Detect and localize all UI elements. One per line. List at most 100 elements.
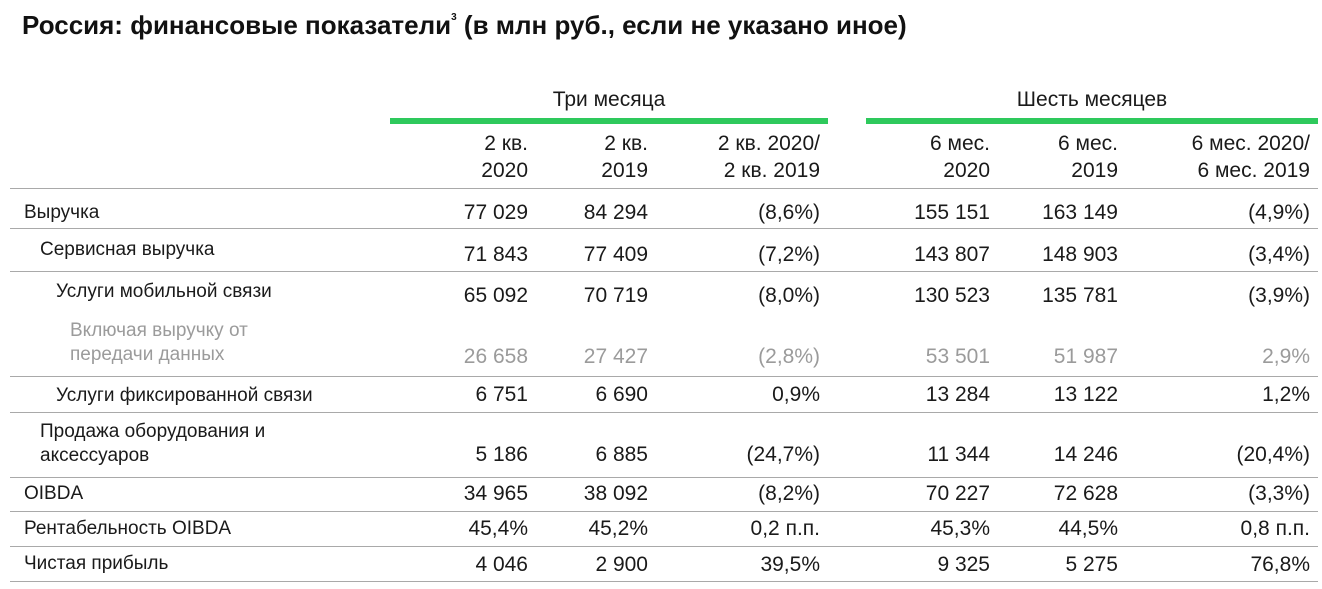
table-cell: 77 029	[463, 201, 528, 224]
column-header-line1: 6 мес.	[1058, 132, 1118, 155]
table-cell: 130 523	[914, 284, 990, 307]
table-row: Сервисная выручка 71 843 77 409 (7,2%) 143 8…	[10, 229, 1318, 272]
column-header: 6 мес. 2020	[830, 130, 990, 184]
group-bar-three-months	[390, 118, 828, 124]
column-header: 6 мес. 2019	[968, 130, 1118, 184]
table-cell: 26 658	[463, 345, 528, 368]
page-title: Россия: финансовые показатели3 (в млн ру…	[22, 10, 907, 41]
table-cell: 6 690	[595, 383, 648, 406]
table-cell: (8,0%)	[758, 284, 820, 307]
table-cell: 163 149	[1042, 201, 1118, 224]
table-cell: 45,2%	[588, 517, 648, 540]
row-label-line1: Рентабельность OIBDA	[24, 518, 232, 539]
row-label-line1: Сервисная выручка	[40, 239, 215, 260]
row-label-line1: OIBDA	[24, 483, 84, 504]
table-cell: 45,3%	[930, 517, 990, 540]
table-row: Выручка 77 029 84 294 (8,6%) 155 151 163 149 (…	[10, 189, 1318, 229]
column-header-line2: 2019	[601, 159, 648, 182]
row-label: Продажа оборудования и аксессуаров	[40, 420, 265, 468]
table-cell: 70 719	[583, 284, 648, 307]
table-row: Услуги фиксированной связи 6 751 6 690 0,9%…	[10, 377, 1318, 413]
column-header-line2: 2020	[943, 159, 990, 182]
group-label-six-months: Шесть месяцев	[1016, 88, 1168, 111]
table-cell: 77 409	[583, 243, 648, 266]
column-header-line2: 2019	[1071, 159, 1118, 182]
table-cell: 143 807	[914, 243, 990, 266]
table-cell: 11 344	[927, 443, 990, 466]
table-cell: 4 046	[475, 553, 528, 576]
table-cell: (3,9%)	[1248, 284, 1310, 307]
row-divider	[10, 477, 1318, 478]
table-cell: 6 885	[595, 443, 648, 466]
title-footnote-marker: 3	[451, 12, 457, 23]
table-row: Чистая прибыль 4 046 2 900 39,5% 9 325 5 275 7…	[10, 547, 1318, 582]
table-cell: 148 903	[1042, 243, 1118, 266]
table-cell: 27 427	[583, 345, 648, 368]
table-row: Включая выручку от передачи данных 26 658 2…	[10, 310, 1318, 377]
table-cell: 45,4%	[468, 517, 528, 540]
title-suffix: (в млн руб., если не указано иное)	[456, 10, 907, 40]
table-cell: 13 284	[925, 383, 990, 406]
table-cell: 44,5%	[1058, 517, 1118, 540]
row-label: OIBDA	[24, 482, 83, 506]
column-header-line1: 2 кв. 2020/	[717, 132, 820, 155]
row-label: Чистая прибыль	[24, 552, 168, 576]
row-label: Сервисная выручка	[40, 238, 215, 262]
row-divider	[10, 412, 1318, 413]
table-cell: 5 186	[475, 443, 528, 466]
column-header-line2: 6 мес. 2019	[1197, 159, 1310, 182]
table-cell: (20,4%)	[1236, 443, 1310, 466]
table-cell: 38 092	[583, 482, 648, 505]
table-cell: (8,6%)	[758, 201, 820, 224]
table-cell: 72 628	[1053, 482, 1118, 505]
table-cell: 34 965	[463, 482, 528, 505]
row-divider	[10, 271, 1318, 272]
table-cell: 51 987	[1053, 345, 1118, 368]
table-row: OIBDA 34 965 38 092 (8,2%) 70 227 72 628 (3,3%…	[10, 478, 1318, 512]
column-header-line1: 2 кв.	[604, 132, 648, 155]
row-label-line1: Включая выручку от	[70, 320, 248, 341]
table-cell: 6 751	[475, 383, 528, 406]
table-cell: 0,9%	[772, 383, 820, 406]
column-header-line1: 6 мес.	[930, 132, 990, 155]
column-header-line1: 2 кв.	[484, 132, 528, 155]
table-row: Рентабельность OIBDA 45,4% 45,2% 0,2 п.п. 45…	[10, 512, 1318, 547]
column-header-line1: 6 мес. 2020/	[1191, 132, 1310, 155]
column-header: 6 мес. 2020/6 мес. 2019	[1130, 130, 1310, 184]
table-cell: (3,4%)	[1248, 243, 1310, 266]
table-cell: (8,2%)	[758, 482, 820, 505]
row-label-line1: Услуги фиксированной связи	[56, 385, 313, 406]
table-cell: 70 227	[925, 482, 990, 505]
row-divider	[10, 581, 1318, 582]
column-header: 2 кв. 2020/2 кв. 2019	[650, 130, 820, 184]
table-cell: 65 092	[463, 284, 528, 307]
table-cell: 13 122	[1053, 383, 1118, 406]
row-label-line1: Услуги мобильной связи	[56, 281, 272, 302]
table-cell: 76,8%	[1250, 553, 1310, 576]
table-cell: (24,7%)	[746, 443, 820, 466]
row-label-line1: Продажа оборудования и	[40, 421, 266, 442]
table-cell: (2,8%)	[758, 345, 820, 368]
row-divider	[10, 228, 1318, 229]
table-cell: 2 900	[595, 553, 648, 576]
row-divider	[10, 546, 1318, 547]
table-row: Продажа оборудования и аксессуаров 5 186 6 …	[10, 413, 1318, 478]
table-cell: (7,2%)	[758, 243, 820, 266]
table-cell: 9 325	[937, 553, 990, 576]
column-header-line2: 2020	[481, 159, 528, 182]
table-cell: 14 246	[1053, 443, 1118, 466]
column-header: 2 кв. 2020	[388, 130, 528, 184]
row-label-line2: аксессуаров	[40, 445, 150, 466]
column-header-line2: 2 кв. 2019	[723, 159, 820, 182]
table-cell: 1,2%	[1262, 383, 1310, 406]
header-rule	[10, 188, 1318, 189]
table-cell: 5 275	[1065, 553, 1118, 576]
row-label: Включая выручку от передачи данных	[70, 319, 248, 367]
table-cell: 71 843	[463, 243, 528, 266]
table-cell: 135 781	[1042, 284, 1118, 307]
row-label: Услуги мобильной связи	[56, 280, 272, 304]
table-cell: 2,9%	[1262, 345, 1310, 368]
table-cell: (3,3%)	[1248, 482, 1310, 505]
row-divider	[10, 511, 1318, 512]
row-label-line2: передачи данных	[70, 344, 225, 365]
